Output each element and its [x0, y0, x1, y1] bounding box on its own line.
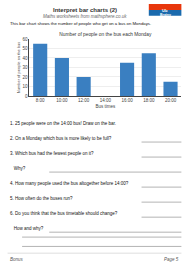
svg-text:Maths worksheets from mathsphe: Maths worksheets from mathsphere.co.uk	[43, 14, 127, 19]
svg-text:Page 5: Page 5	[164, 257, 179, 262]
svg-text:How and why?: How and why?	[10, 226, 44, 231]
svg-text:1. 25 people were on the 14:00: 1. 25 people were on the 14:00 bus! Draw…	[10, 121, 116, 126]
svg-text:20: 20	[22, 75, 28, 80]
svg-text:3. Which bus had the fewest pe: 3. Which bus had the fewest people on it…	[10, 151, 94, 156]
svg-text:This bar chart shows the numbe: This bar chart shows the number of peopl…	[10, 21, 151, 26]
svg-text:30: 30	[22, 65, 28, 70]
svg-text:Number of people on the bus ea: Number of people on the bus each Monday	[59, 32, 152, 37]
svg-text:Ub: Ub	[162, 8, 168, 13]
svg-text:2. On a Monday which bus is mo: 2. On a Monday which bus is more likely …	[10, 136, 112, 141]
svg-text:Bonus: Bonus	[10, 257, 24, 262]
svg-text:10:00: 10:00	[56, 98, 68, 103]
svg-text:14:00: 14:00	[100, 98, 112, 103]
svg-text:20:00: 20:00	[165, 98, 177, 103]
svg-text:16:00: 16:00	[121, 98, 133, 103]
svg-text:Interpret bar charts (2): Interpret bar charts (2)	[53, 7, 117, 13]
svg-text:8:00: 8:00	[36, 98, 45, 103]
svg-text:10: 10	[22, 84, 28, 89]
svg-text:6. Do you think that the bus t: 6. Do you think that the bus timetable s…	[10, 211, 118, 216]
svg-text:5. How often do the buses run?: 5. How often do the buses run?	[10, 196, 73, 201]
svg-text:40: 40	[22, 56, 28, 61]
svg-text:18:00: 18:00	[143, 98, 155, 103]
svg-text:Why?: Why?	[10, 166, 26, 171]
svg-text:Brainy: Brainy	[160, 13, 171, 17]
svg-text:60: 60	[22, 37, 28, 42]
svg-text:12:00: 12:00	[78, 98, 90, 103]
svg-text:4. How many people used the bu: 4. How many people used the bus altogeth…	[10, 181, 129, 186]
svg-text:Bus times: Bus times	[95, 104, 116, 109]
svg-text:Number of people on the bus: Number of people on the bus	[16, 42, 21, 94]
svg-text:50: 50	[22, 46, 28, 51]
svg-text:0: 0	[25, 94, 28, 99]
